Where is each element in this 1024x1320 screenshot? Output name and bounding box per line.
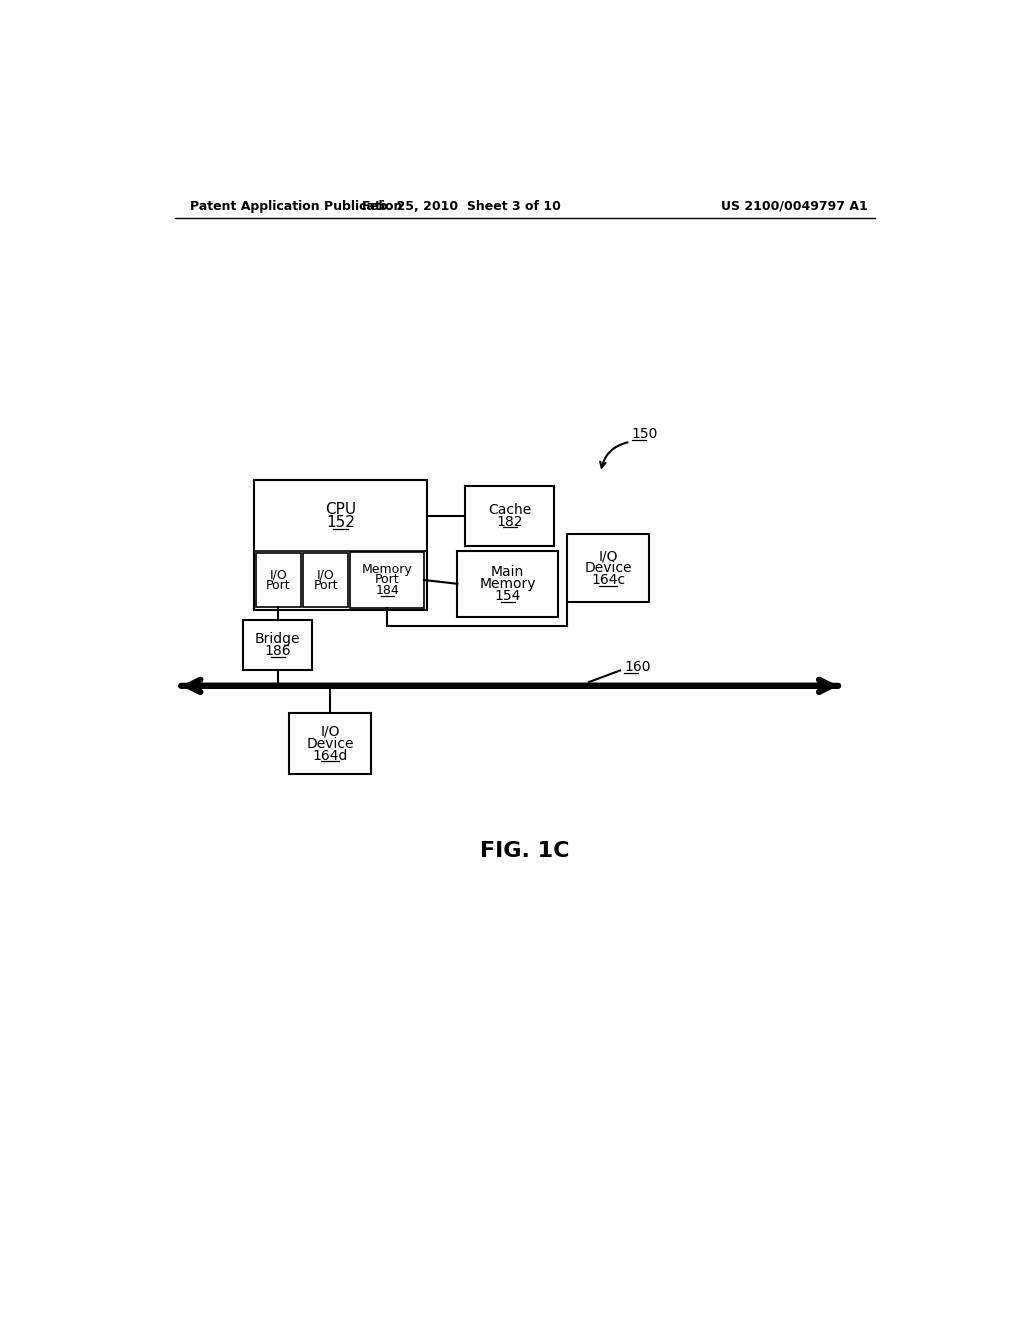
Text: 150: 150 [632, 428, 658, 441]
Bar [254, 480, 427, 610]
Text: 152: 152 [326, 515, 354, 529]
Bar [243, 620, 312, 671]
Text: Port: Port [313, 579, 338, 593]
Text: Bridge: Bridge [255, 632, 300, 647]
Bar [303, 553, 348, 607]
Bar [256, 553, 301, 607]
Text: I/O: I/O [598, 549, 617, 564]
Text: 182: 182 [497, 515, 523, 528]
Bar [350, 552, 424, 609]
Text: FIG. 1C: FIG. 1C [480, 841, 569, 862]
Text: 186: 186 [264, 644, 291, 659]
Text: Port: Port [266, 579, 291, 593]
Text: 164d: 164d [312, 748, 347, 763]
Text: Main: Main [492, 565, 524, 579]
Text: Port: Port [375, 573, 399, 586]
Text: Patent Application Publication: Patent Application Publication [190, 199, 402, 213]
Text: US 2100/0049797 A1: US 2100/0049797 A1 [721, 199, 868, 213]
Text: Device: Device [585, 561, 632, 576]
Text: 160: 160 [624, 660, 650, 673]
Text: I/O: I/O [316, 569, 335, 582]
Text: Cache: Cache [488, 503, 531, 516]
Text: Memory: Memory [361, 562, 413, 576]
Bar [465, 486, 554, 545]
Text: 154: 154 [495, 589, 521, 603]
Text: 184: 184 [376, 585, 399, 597]
Text: Device: Device [306, 737, 353, 751]
Text: Feb. 25, 2010  Sheet 3 of 10: Feb. 25, 2010 Sheet 3 of 10 [361, 199, 561, 213]
Bar [289, 713, 371, 775]
Bar [567, 535, 649, 602]
Bar [458, 552, 558, 616]
Text: I/O: I/O [269, 569, 287, 582]
Text: CPU: CPU [325, 502, 356, 516]
Text: Memory: Memory [479, 577, 536, 591]
Text: 164c: 164c [591, 573, 626, 587]
Text: I/O: I/O [321, 725, 340, 739]
